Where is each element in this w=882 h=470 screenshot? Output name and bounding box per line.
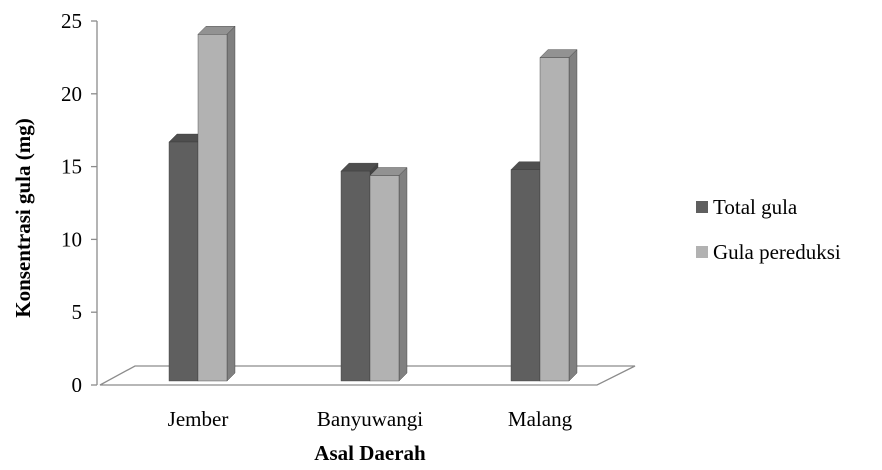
y-tick-label: 20 [61,82,82,106]
category-label: Malang [508,407,573,431]
legend-swatch [696,246,708,258]
legend-label: Total gula [713,195,798,219]
legend-item: Total gula [696,195,798,219]
legend-label: Gula pereduksi [713,240,841,264]
y-axis-title: Konsentrasi gula (mg) [11,118,35,318]
y-tick-label: 10 [61,227,82,251]
x-axis-title: Asal Daerah [314,441,426,465]
bar [197,25,236,382]
y-tick-label: 0 [72,373,83,397]
legend-item: Gula pereduksi [696,240,841,264]
axis-layer: 0 5 10 15 20 25 [61,9,98,397]
bars-layer [168,25,578,382]
y-tick-label: 5 [72,300,83,324]
legend: Total gula Gula pereduksi [696,195,841,264]
category-labels: Jember Banyuwangi Malang [168,407,573,431]
legend-swatch [696,201,708,213]
bar [369,167,408,382]
category-label: Banyuwangi [317,407,423,431]
y-tick-label: 15 [61,155,82,179]
bar [539,49,578,382]
y-tick-label: 25 [61,9,82,33]
category-label: Jember [168,407,229,431]
